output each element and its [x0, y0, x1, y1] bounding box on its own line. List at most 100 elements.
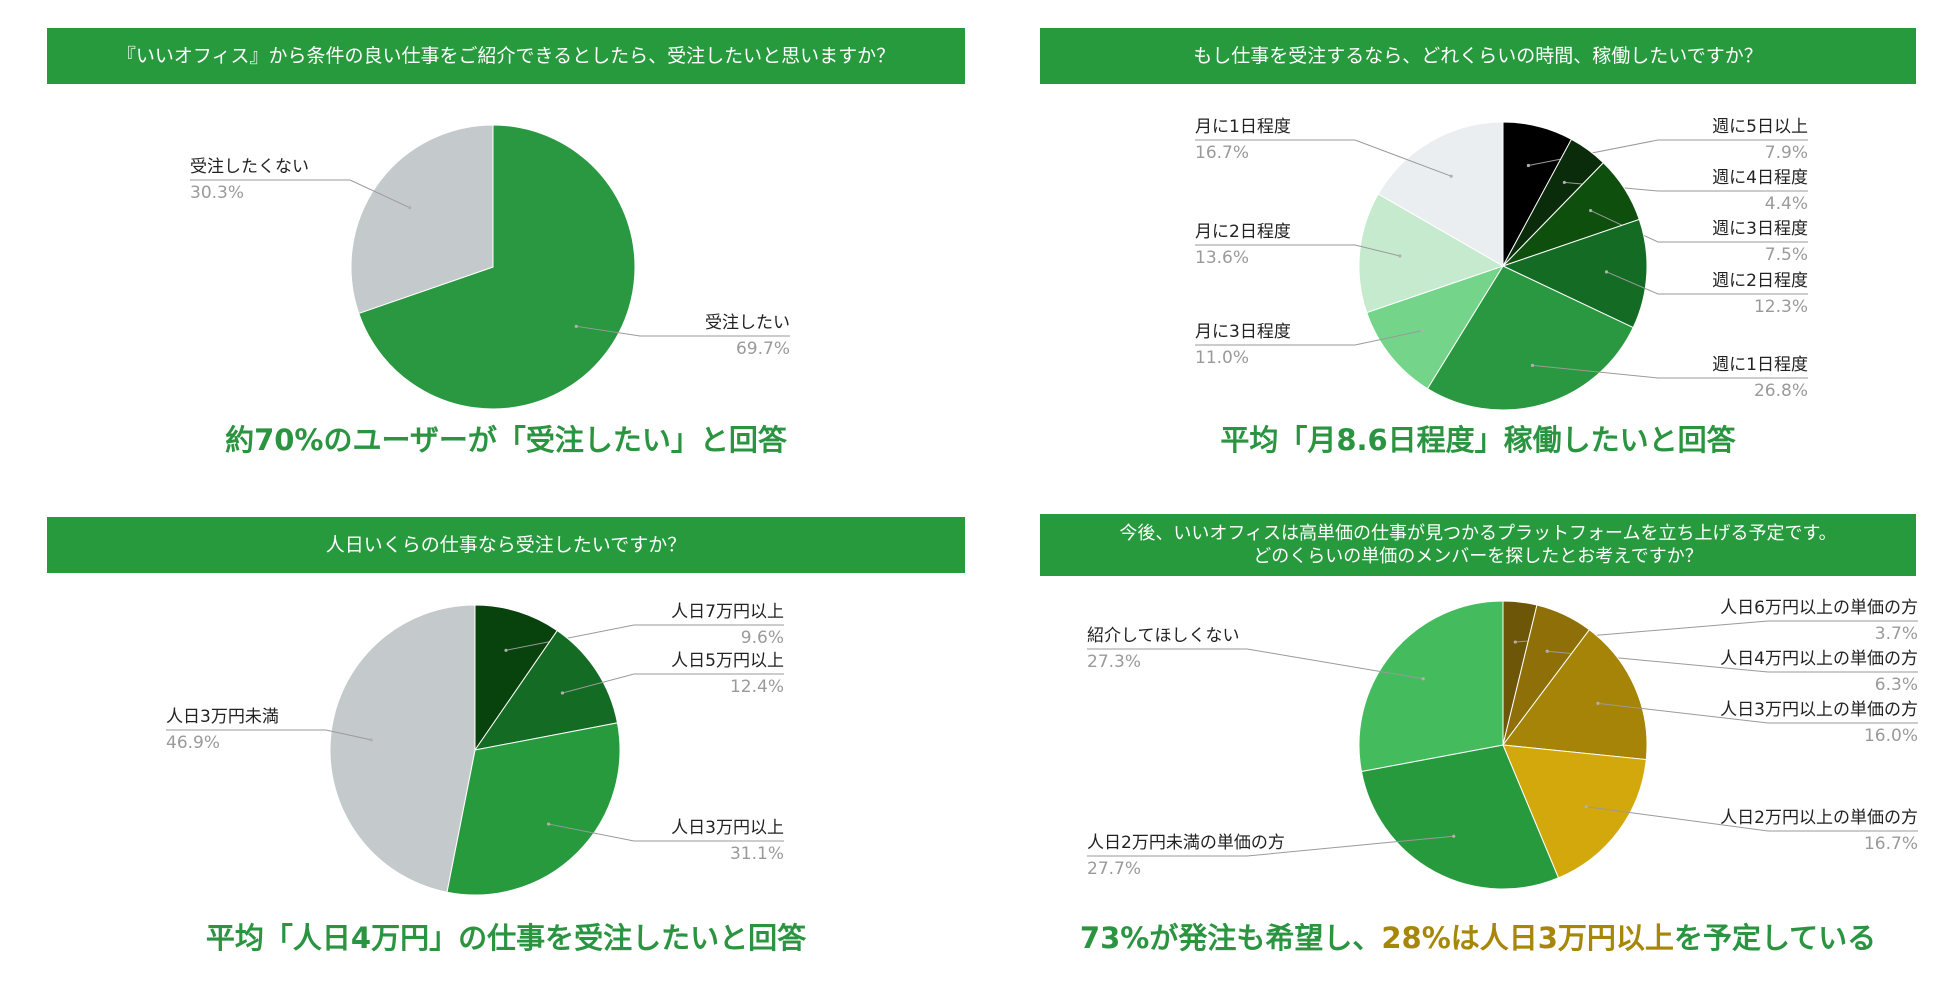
leader-dot: [408, 206, 412, 210]
leader-dot: [1513, 640, 1517, 644]
slice-label: 週に5日以上: [1712, 117, 1808, 137]
pie-slice-6: [1358, 600, 1504, 773]
leader-dot: [1449, 174, 1453, 178]
leader-line: [548, 823, 784, 842]
slice-label: 月に3日程度: [1195, 322, 1291, 342]
leader-dot: [546, 822, 551, 826]
slice-label: 受注したい: [705, 313, 790, 333]
question-banner: 今後、いいオフィスは高単価の仕事が見つかるプラットフォームを立ち上げる予定です。…: [1040, 514, 1916, 576]
slice-label: 月に1日程度: [1195, 117, 1291, 137]
slice-label: 人日3万円未満: [166, 707, 279, 727]
pie-slice-7: [1358, 193, 1505, 314]
slice-label: 紹介してほしくない: [1087, 626, 1240, 646]
leader-line: [1532, 364, 1808, 379]
slice-label: 受注したくない: [190, 157, 309, 177]
leader-line: [1586, 806, 1918, 832]
pie-slice-6: [1366, 265, 1505, 390]
headline-text: 平均「人日4万円」の仕事を受注したいと回答: [205, 921, 807, 955]
leader-line: [1597, 702, 1918, 724]
question-text-line-1: 今後、いいオフィスは高単価の仕事が見つかるプラットフォームを立ち上げる予定です。: [1119, 522, 1837, 544]
leader-dot: [1526, 163, 1531, 168]
slice-label: 人日3万円以上: [671, 818, 784, 838]
leader-line: [576, 325, 790, 337]
headline-text-part-2: 28%は人日3万円以上: [1381, 921, 1674, 955]
question-text: 人日いくらの仕事なら受注したいですか？: [325, 533, 687, 556]
slice-label: 週に1日程度: [1712, 355, 1808, 375]
slice-label: 人日5万円以上: [671, 651, 784, 671]
leader-dot: [1420, 329, 1424, 333]
leader-line: [1547, 650, 1918, 673]
leader-dot: [1604, 270, 1609, 274]
leader-dot: [1596, 701, 1600, 705]
slice-percentage: 11.0%: [1195, 348, 1249, 368]
slice-percentage: 9.6%: [741, 628, 784, 648]
leader-line: [1515, 620, 1918, 643]
pie-slice-1: [358, 124, 636, 410]
headline-text-part-3: を予定している: [1673, 921, 1877, 955]
leader-dot: [1589, 208, 1593, 213]
leader-dot: [1530, 363, 1535, 367]
slice-percentage: 3.7%: [1875, 624, 1918, 644]
headline: 平均「人日4万円」の仕事を受注したいと回答: [47, 915, 965, 957]
headline: 約70%のユーザーが「受注したい」と回答: [47, 417, 965, 459]
slice-percentage: 16.7%: [1195, 143, 1249, 163]
slice-label: 人日3万円以上の単価の方: [1720, 700, 1918, 720]
slice-percentage: 31.1%: [730, 844, 784, 864]
slice-label: 週に2日程度: [1712, 271, 1808, 291]
leader-dot: [504, 648, 508, 652]
leader-line: [505, 624, 784, 651]
leader-line: [1087, 648, 1424, 680]
leader-dot: [369, 738, 373, 742]
question-banner: もし仕事を受注するなら、どれくらいの時間、稼働したいですか？: [1040, 28, 1916, 84]
headline-text: 平均「月8.6日程度」稼働したいと回答: [1220, 423, 1736, 457]
slice-percentage: 69.7%: [736, 339, 790, 359]
slice-percentage: 6.3%: [1875, 675, 1918, 695]
slice-percentage: 26.8%: [1754, 381, 1808, 401]
slice-percentage: 27.7%: [1087, 859, 1141, 879]
slice-label: 月に2日程度: [1195, 222, 1291, 242]
leader-line: [1087, 835, 1454, 857]
slice-percentage: 30.3%: [190, 183, 244, 203]
leader-line: [1606, 271, 1808, 295]
slice-percentage: 16.7%: [1864, 834, 1918, 854]
pie-slice-3: [1502, 629, 1648, 761]
pie-slice-4: [1501, 218, 1648, 329]
pie-slice-3: [446, 722, 621, 896]
slice-label: 人日7万円以上: [671, 602, 784, 622]
pie-slice-4: [1502, 744, 1647, 879]
headline: 平均「月8.6日程度」稼働したいと回答: [1040, 417, 1916, 459]
leader-dot: [1562, 180, 1566, 185]
headline-text-part-1: 73%が発注も希望し、: [1079, 921, 1382, 955]
question-banner: 『いいオフィス』から条件の良い仕事をご紹介できるとしたら、受注したいと思いますか…: [47, 28, 965, 84]
leader-dot: [1584, 805, 1588, 809]
leader-dot: [1452, 834, 1456, 838]
leader-line: [166, 729, 372, 741]
leader-dot: [1421, 677, 1425, 681]
slice-label: 人日2万円未満の単価の方: [1087, 833, 1285, 853]
question-text: 『いいオフィス』から条件の良い仕事をご紹介できるとしたら、受注したいと思いますか…: [116, 44, 896, 67]
leader-line: [1195, 244, 1400, 257]
slice-percentage: 13.6%: [1195, 248, 1249, 268]
leader-dot: [574, 324, 578, 328]
slice-percentage: 16.0%: [1864, 726, 1918, 746]
slice-label: 週に4日程度: [1712, 168, 1808, 188]
slice-percentage: 46.9%: [166, 733, 220, 753]
leader-line: [562, 673, 784, 694]
pie-slice-5: [1360, 744, 1560, 890]
leader-dot: [1545, 649, 1549, 653]
slice-percentage: 12.3%: [1754, 297, 1808, 317]
slice-percentage: 12.4%: [730, 677, 784, 697]
slice-percentage: 4.4%: [1765, 194, 1808, 214]
slice-label: 週に3日程度: [1712, 219, 1808, 239]
leader-line: [1195, 139, 1452, 177]
question-text: もし仕事を受注するなら、どれくらいの時間、稼働したいですか？: [1193, 44, 1763, 67]
question-banner: 人日いくらの仕事なら受注したいですか？: [47, 517, 965, 573]
pie-slice-4: [329, 604, 476, 893]
slice-label: 人日6万円以上の単価の方: [1720, 598, 1918, 618]
leader-line: [1195, 330, 1423, 346]
headline: 73%が発注も希望し、28%は人日3万円以上を予定している: [1040, 915, 1916, 957]
leader-line: [190, 179, 410, 209]
